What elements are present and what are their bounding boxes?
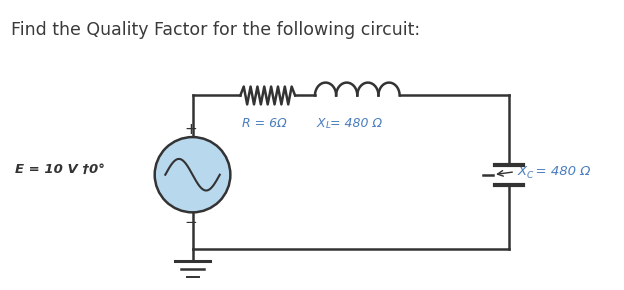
Circle shape	[155, 137, 230, 212]
Text: L: L	[326, 121, 331, 130]
Text: X: X	[517, 165, 526, 178]
Text: E = 10 V †0°: E = 10 V †0°	[16, 163, 105, 176]
Text: −: −	[184, 215, 197, 230]
Text: R = 6Ω: R = 6Ω	[242, 117, 287, 130]
Text: +: +	[184, 122, 197, 137]
Text: Find the Quality Factor for the following circuit:: Find the Quality Factor for the followin…	[11, 21, 421, 39]
Text: X: X	[317, 117, 326, 130]
Text: = 480 Ω: = 480 Ω	[527, 165, 590, 178]
Text: C: C	[527, 171, 534, 180]
Text: = 480 Ω: = 480 Ω	[326, 117, 382, 130]
